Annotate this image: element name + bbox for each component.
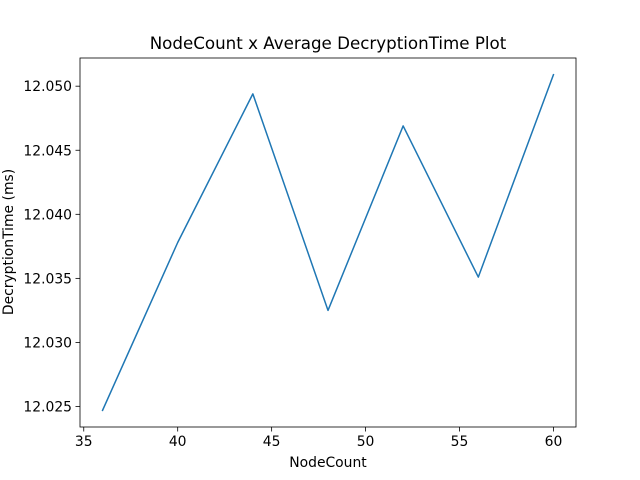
- data-point: [477, 276, 479, 278]
- y-tick-label: 12.045: [23, 143, 72, 159]
- y-tick-label: 12.035: [23, 271, 72, 287]
- data-point: [327, 309, 329, 311]
- plot-area: 35 40 45 50 55 60 12.025 12.030 12.035 12.040 12.0…: [23, 57, 577, 450]
- data-point: [402, 125, 404, 127]
- x-tick-label: 45: [263, 434, 281, 450]
- data-point: [101, 409, 103, 411]
- x-tick-label: 50: [357, 434, 375, 450]
- axes-frame: [79, 57, 577, 428]
- x-tick-label: 55: [451, 434, 469, 450]
- chart-title: NodeCount x Average DecryptionTime Plot: [150, 33, 507, 53]
- x-tick-label: 40: [169, 434, 187, 450]
- data-point: [252, 93, 254, 95]
- y-axis-label: DecryptionTime (ms): [1, 169, 17, 315]
- y-tick-label: 12.030: [23, 335, 72, 351]
- x-tick-label: 35: [75, 434, 93, 450]
- x-axis-label: NodeCount: [289, 455, 367, 471]
- x-tick-label: 60: [545, 434, 563, 450]
- y-tick-label: 12.025: [23, 400, 72, 416]
- y-tick-label: 12.040: [23, 207, 72, 223]
- data-point: [552, 73, 554, 75]
- y-tick-label: 12.050: [23, 79, 72, 95]
- series-line: [101, 73, 555, 412]
- data-point: [176, 241, 178, 243]
